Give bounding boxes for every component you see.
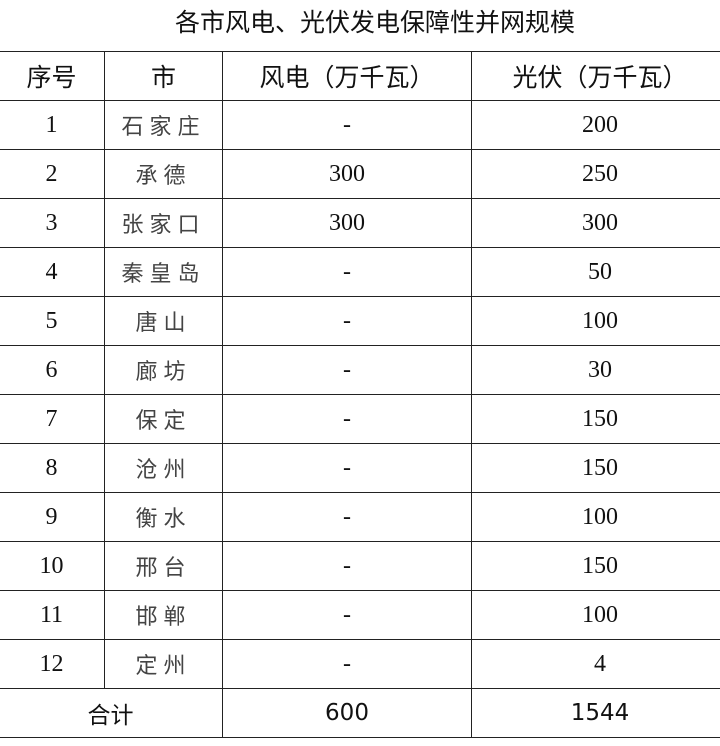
table-row: 8 沧州 -150 xyxy=(0,443,720,493)
header-city: 市 xyxy=(104,51,223,101)
row-city: 廊坊 xyxy=(104,345,223,395)
row-wind: - xyxy=(222,541,472,591)
row-city: 唐山 xyxy=(104,296,223,346)
table-row: 9 衡水 -100 xyxy=(0,492,720,542)
row-no: 9 xyxy=(0,492,105,542)
row-pv: 30 xyxy=(471,345,720,395)
row-wind: - xyxy=(222,247,472,297)
row-no: 6 xyxy=(0,345,105,395)
row-pv: 150 xyxy=(471,443,720,493)
table-row: 6 廊坊 -30 xyxy=(0,345,720,395)
row-wind: - xyxy=(222,492,472,542)
row-no: 3 xyxy=(0,198,105,248)
row-no: 2 xyxy=(0,149,105,199)
row-pv: 50 xyxy=(471,247,720,297)
row-no: 12 xyxy=(0,639,105,689)
total-label: 合计 xyxy=(0,688,223,738)
row-no: 8 xyxy=(0,443,105,493)
row-wind: 300 xyxy=(222,198,472,248)
row-no: 11 xyxy=(0,590,105,640)
row-city: 张家口 xyxy=(104,198,223,248)
row-city: 石家庄 xyxy=(104,100,223,150)
header-wind: 风电（万千瓦） xyxy=(222,51,472,101)
row-wind: - xyxy=(222,639,472,689)
row-pv: 150 xyxy=(471,394,720,444)
row-no: 10 xyxy=(0,541,105,591)
grid-connection-table: 序号 市 风电（万千瓦） 光伏（万千瓦） 1 石家庄 -200 2 承德 300 250 3 张… xyxy=(0,51,720,738)
table-row: 1 石家庄 -200 xyxy=(0,100,720,150)
table-row: 5 唐山 -100 xyxy=(0,296,720,346)
row-pv: 100 xyxy=(471,296,720,346)
header-pv: 光伏（万千瓦） xyxy=(471,51,720,101)
table-row: 7 保定 -150 xyxy=(0,394,720,444)
row-no: 7 xyxy=(0,394,105,444)
row-wind: - xyxy=(222,296,472,346)
row-city: 承德 xyxy=(104,149,223,199)
row-wind: - xyxy=(222,345,472,395)
row-pv: 200 xyxy=(471,100,720,150)
row-pv: 100 xyxy=(471,590,720,640)
row-pv: 300 xyxy=(471,198,720,248)
row-city: 衡水 xyxy=(104,492,223,542)
table-row: 12 定州 -4 xyxy=(0,639,720,689)
row-no: 4 xyxy=(0,247,105,297)
row-pv: 150 xyxy=(471,541,720,591)
row-city: 邯郸 xyxy=(104,590,223,640)
table-row: 4 秦皇岛 -50 xyxy=(0,247,720,297)
table-title: 各市风电、光伏发电保障性并网规模 xyxy=(174,8,575,37)
total-wind: 600 xyxy=(222,688,472,738)
table-row: 2 承德 300 250 xyxy=(0,149,720,199)
row-city: 沧州 xyxy=(104,443,223,493)
row-no: 1 xyxy=(0,100,105,150)
row-no: 5 xyxy=(0,296,105,346)
table-row: 3 张家口 300 300 xyxy=(0,198,720,248)
row-wind: - xyxy=(222,443,472,493)
row-pv: 100 xyxy=(471,492,720,542)
row-pv: 4 xyxy=(471,639,720,689)
total-row: 合计 600 1544 xyxy=(0,688,720,738)
header-row: 序号 市 风电（万千瓦） 光伏（万千瓦） xyxy=(0,51,720,101)
row-city: 保定 xyxy=(104,394,223,444)
header-no: 序号 xyxy=(0,51,105,101)
row-wind: 300 xyxy=(222,149,472,199)
row-city: 定州 xyxy=(104,639,223,689)
table-row: 10 邢台 -150 xyxy=(0,541,720,591)
row-wind: - xyxy=(222,590,472,640)
row-wind: - xyxy=(222,100,472,150)
row-wind: - xyxy=(222,394,472,444)
total-pv: 1544 xyxy=(471,688,720,738)
row-city: 邢台 xyxy=(104,541,223,591)
row-city: 秦皇岛 xyxy=(104,247,223,297)
row-pv: 250 xyxy=(471,149,720,199)
table-row: 11 邯郸 -100 xyxy=(0,590,720,640)
